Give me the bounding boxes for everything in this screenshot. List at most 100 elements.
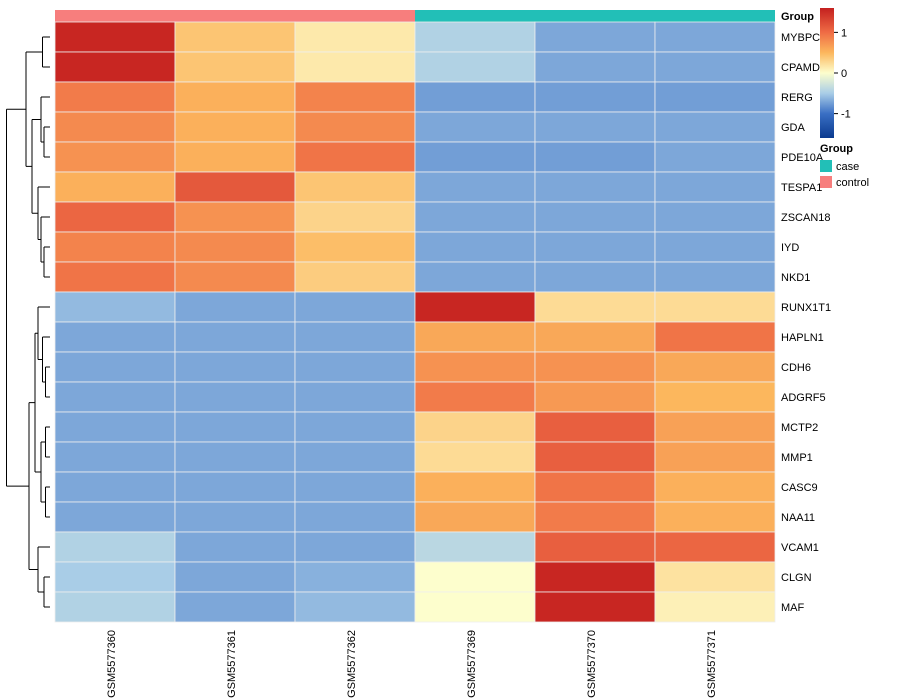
heatmap-cell [415, 292, 535, 322]
row-label: PDE10A [781, 152, 824, 164]
heatmap-cell [55, 532, 175, 562]
heatmap-cell [175, 142, 295, 172]
heatmap-cell [655, 562, 775, 592]
heatmap-cell [415, 322, 535, 352]
row-label: CPAMD8 [781, 62, 826, 74]
heatmap-cell [415, 22, 535, 52]
heatmap-cell [535, 292, 655, 322]
row-label: RUNX1T1 [781, 302, 831, 314]
heatmap-cell [55, 82, 175, 112]
heatmap-cell [655, 322, 775, 352]
heatmap-cell [535, 382, 655, 412]
group-legend-title: Group [820, 143, 853, 155]
row-label: VCAM1 [781, 542, 819, 554]
heatmap-cell [535, 22, 655, 52]
heatmap-cell [415, 412, 535, 442]
heatmap-cell [535, 52, 655, 82]
row-label: HAPLN1 [781, 332, 824, 344]
heatmap-cell [415, 142, 535, 172]
row-label: MCTP2 [781, 422, 818, 434]
heatmap-cell [535, 232, 655, 262]
heatmap-cell [415, 382, 535, 412]
heatmap-cell [655, 532, 775, 562]
heatmap-cell [415, 442, 535, 472]
heatmap-cell [55, 52, 175, 82]
heatmap-cell [55, 412, 175, 442]
annotation-title: Group [781, 11, 814, 23]
col-labels: GSM5577360GSM5577361GSM5577362GSM5577369… [106, 630, 718, 698]
row-label: NKD1 [781, 272, 810, 284]
heatmap-cell [655, 502, 775, 532]
heatmap-cell [175, 442, 295, 472]
heatmap-cell [655, 412, 775, 442]
heatmap-cell [295, 292, 415, 322]
heatmap-cell [295, 322, 415, 352]
heatmap-cell [175, 592, 295, 622]
heatmap-cell [535, 322, 655, 352]
annotation-cell [415, 10, 535, 22]
heatmap-cell [655, 262, 775, 292]
row-label: IYD [781, 242, 799, 254]
heatmap-cell [415, 172, 535, 202]
heatmap-cell [655, 352, 775, 382]
heatmap-cell [55, 262, 175, 292]
row-label: CASC9 [781, 482, 818, 494]
colorbar-tick-label: 1 [841, 27, 847, 39]
heatmap-cell [655, 202, 775, 232]
heatmap-cell [535, 562, 655, 592]
group-legend-label: control [836, 177, 869, 189]
heatmap-cell [295, 112, 415, 142]
heatmap-cell [655, 592, 775, 622]
heatmap-cell [175, 202, 295, 232]
heatmap-cell [295, 472, 415, 502]
row-label: ADGRF5 [781, 392, 826, 404]
heatmap-cell [295, 52, 415, 82]
heatmap-cell [655, 442, 775, 472]
heatmap-cell [175, 22, 295, 52]
heatmap-cell [175, 292, 295, 322]
heatmap-cell [175, 382, 295, 412]
heatmap-cell [415, 502, 535, 532]
row-label: MYBPC1 [781, 32, 826, 44]
row-label: RERG [781, 92, 813, 104]
heatmap-cell [535, 412, 655, 442]
heatmap-cell [655, 22, 775, 52]
heatmap-cell [535, 172, 655, 202]
heatmap-cell [655, 292, 775, 322]
heatmap-cell [535, 262, 655, 292]
heatmap-cell [175, 502, 295, 532]
heatmap-cell [55, 562, 175, 592]
heatmap-cell [175, 562, 295, 592]
heatmap-cell [175, 232, 295, 262]
row-label: GDA [781, 122, 806, 134]
row-label: MMP1 [781, 452, 813, 464]
heatmap-cell [175, 532, 295, 562]
heatmap-cell [175, 172, 295, 202]
heatmap-cell [535, 532, 655, 562]
heatmap-cell [415, 532, 535, 562]
heatmap [55, 22, 775, 622]
heatmap-cell [55, 292, 175, 322]
row-label: CLGN [781, 572, 812, 584]
heatmap-cell [55, 22, 175, 52]
annotation-cell [175, 10, 295, 22]
heatmap-cell [55, 232, 175, 262]
heatmap-cell [535, 472, 655, 502]
heatmap-cell [415, 562, 535, 592]
heatmap-cell [295, 382, 415, 412]
row-label: NAA11 [781, 512, 815, 524]
heatmap-cell [55, 352, 175, 382]
heatmap-cell [535, 352, 655, 382]
heatmap-cell [55, 592, 175, 622]
heatmap-cell [415, 112, 535, 142]
heatmap-cell [295, 172, 415, 202]
heatmap-cell [655, 52, 775, 82]
heatmap-cell [175, 82, 295, 112]
heatmap-cell [535, 142, 655, 172]
heatmap-cell [295, 562, 415, 592]
col-label: GSM5577370 [586, 630, 598, 698]
heatmap-cell [415, 52, 535, 82]
group-legend-swatch [820, 160, 832, 172]
heatmap-cell [655, 472, 775, 502]
heatmap-cell [655, 82, 775, 112]
